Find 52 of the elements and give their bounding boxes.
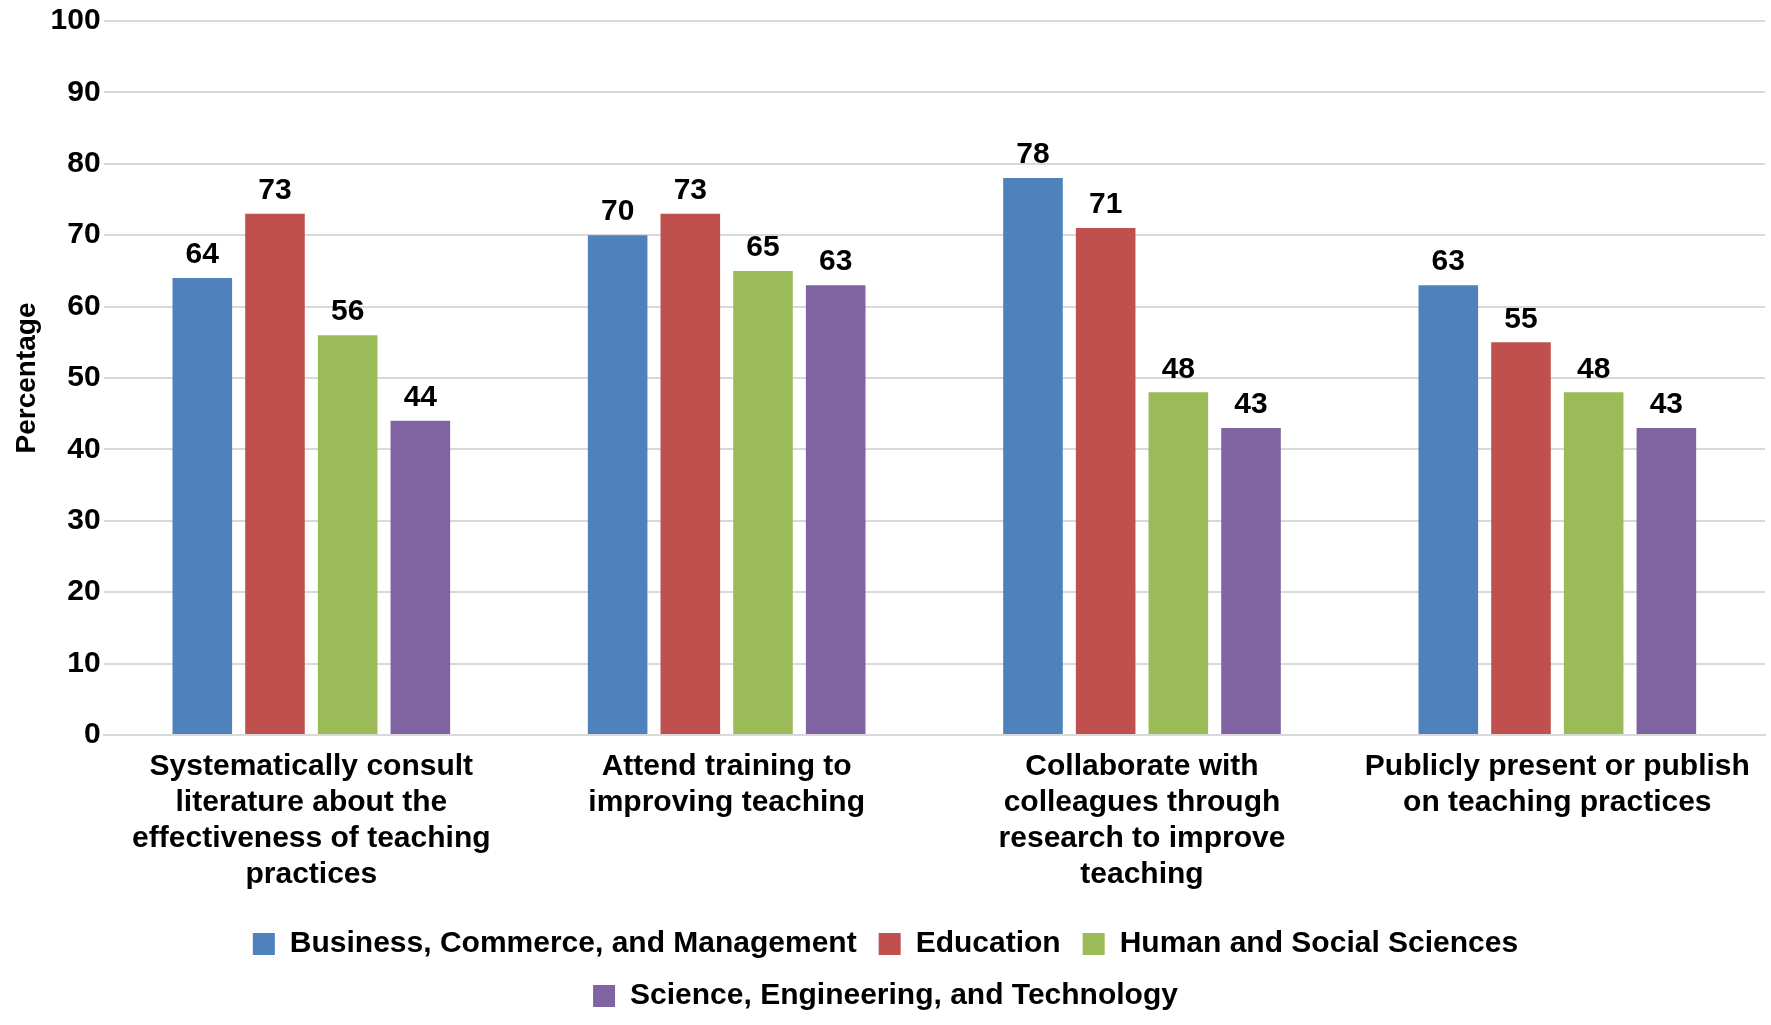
y-axis-title: Percentage [9,302,41,454]
data-label: 43 [1649,386,1684,420]
data-label: 63 [819,243,853,277]
data-label: 78 [1016,136,1050,170]
bar [1003,178,1063,734]
x-tick-label: Systematically consult literature about the effectiveness of teaching practices [132,748,491,890]
y-tick-label: 90 [67,73,101,107]
bar [587,235,648,734]
legend-label: Education [915,925,1061,959]
legend-label: Human and Social Sciences [1119,925,1519,959]
bar [1221,427,1281,734]
y-tick-label: 50 [67,359,101,393]
bar [733,270,793,734]
x-tick-label: Publicly present or publish on teaching practices [1364,748,1750,818]
y-tick-label: 100 [50,2,101,36]
bar [1636,427,1697,734]
data-label: 64 [185,236,220,270]
y-tick-label: 40 [67,430,101,464]
legend-label: Science, Engineering, and Technology [630,977,1179,1011]
x-tick-label: Collaborate with colleagues through research to improve teaching [998,748,1286,890]
data-label: 44 [403,379,438,413]
bar [172,278,233,734]
bar [317,335,378,734]
data-label: 70 [600,193,635,227]
x-tick-label: Attend training to improving teaching [588,748,866,818]
data-label: 73 [673,172,707,206]
bar [1148,392,1209,734]
bar [1491,342,1551,734]
y-tick-label: 30 [67,502,101,536]
bar [390,420,451,734]
y-tick-label: 60 [67,287,101,321]
data-label: 73 [258,172,292,206]
data-label: 56 [330,293,365,327]
legend-label: Business, Commerce, and Management [289,925,857,959]
y-tick-label: 0 [83,716,101,750]
bar [660,213,721,734]
data-label: 55 [1504,300,1538,334]
bar [1418,285,1479,734]
bar [805,285,866,734]
bar [245,213,305,734]
data-label: 48 [1161,350,1196,384]
bar [1075,228,1136,734]
y-tick-label: 20 [67,573,101,607]
data-label: 71 [1088,186,1123,220]
data-label: 43 [1234,386,1268,420]
data-label: 65 [746,229,780,263]
data-label: 63 [1431,243,1465,277]
y-tick-label: 10 [67,644,101,678]
y-tick-label: 80 [67,145,101,179]
data-label: 48 [1576,350,1611,384]
bar [1563,392,1624,734]
y-tick-label: 70 [67,216,101,250]
